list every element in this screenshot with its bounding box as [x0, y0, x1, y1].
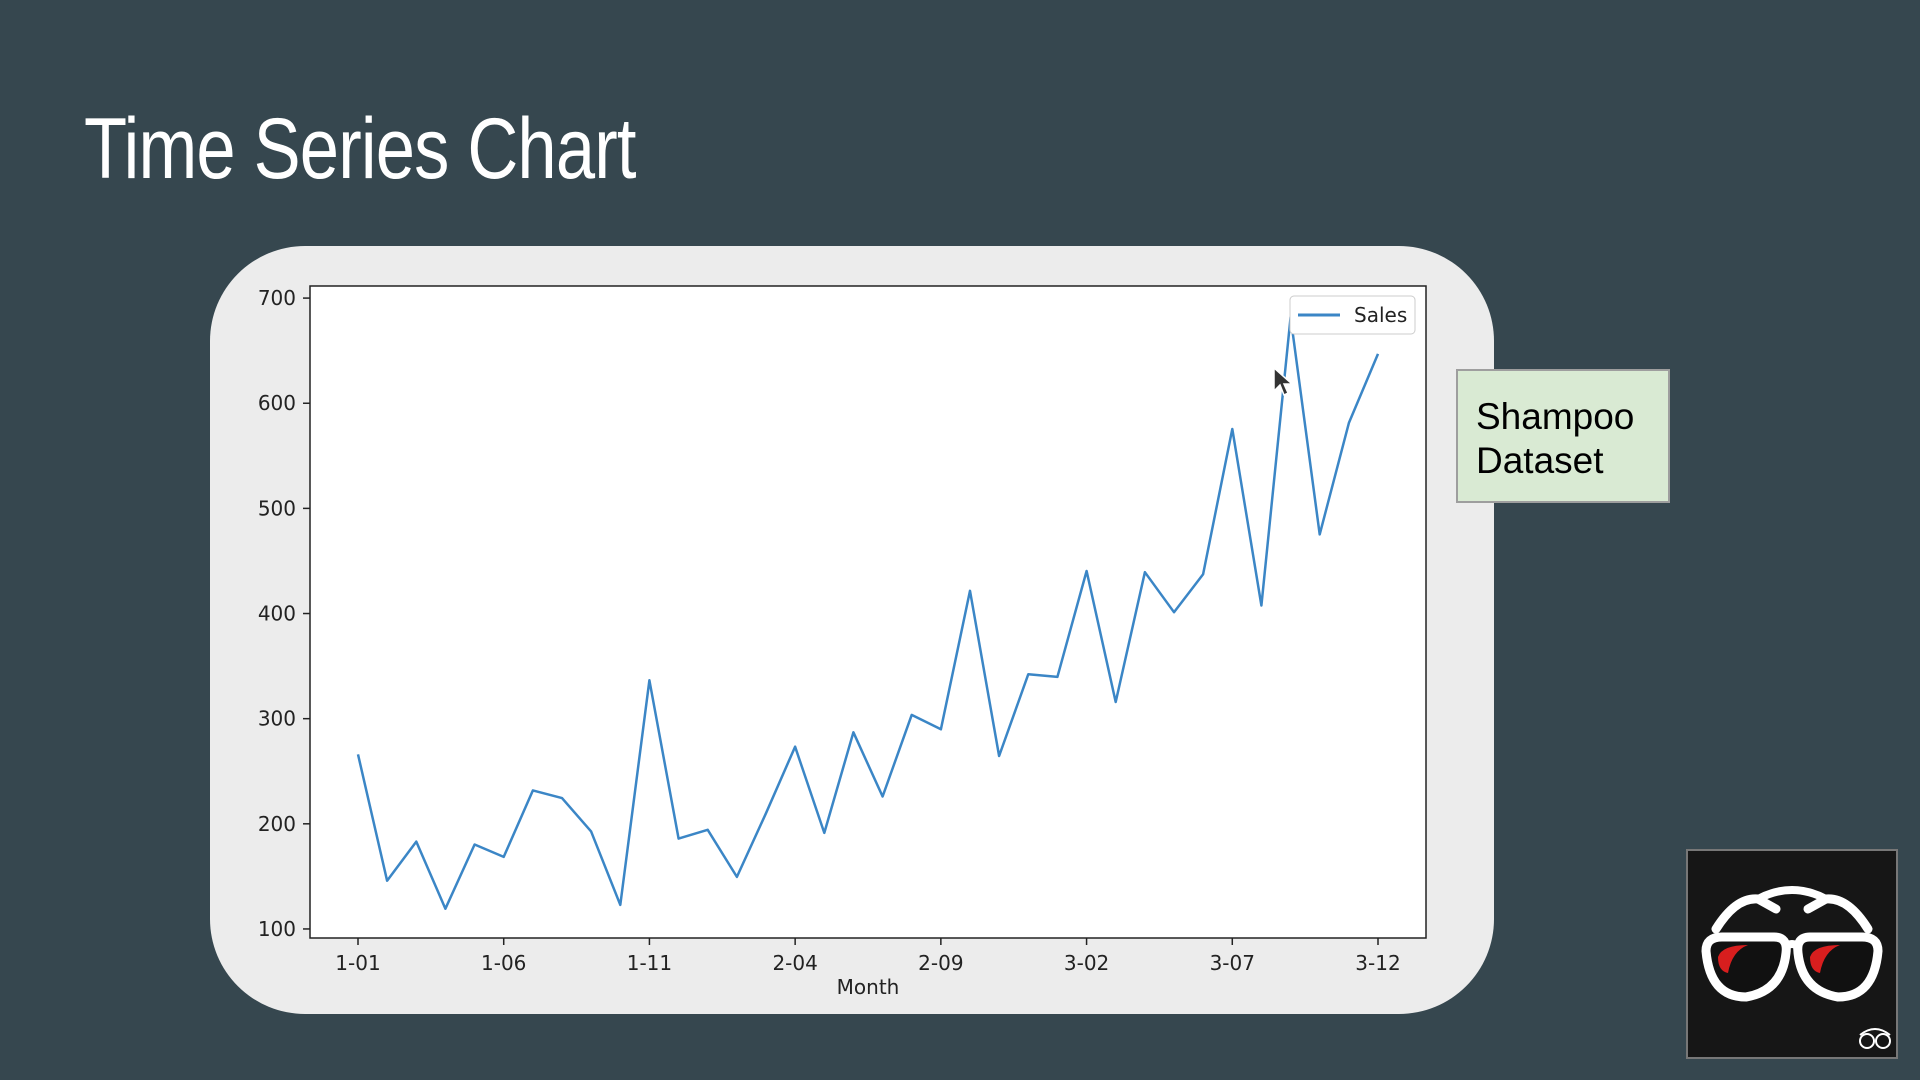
dataset-note-box: Shampoo Dataset — [1456, 369, 1670, 503]
y-tick-label: 700 — [258, 286, 296, 310]
y-tick-label: 100 — [258, 917, 296, 941]
note-line-2: Dataset — [1476, 440, 1604, 481]
x-axis-label: Month — [837, 975, 900, 999]
slide-title: Time Series Chart — [84, 101, 636, 197]
line-chart: 100 200 300 400 500 600 700 1-01 1-06 1-11 2-04 2-… — [258, 285, 1427, 999]
legend: Sales — [1289, 295, 1416, 335]
series-line-sales — [356, 315, 1380, 910]
x-tick-label: 3-12 — [1355, 951, 1400, 975]
y-axis: 100 200 300 400 500 600 700 — [258, 286, 310, 941]
plot-area — [309, 285, 1427, 939]
y-tick-label: 300 — [258, 707, 296, 731]
x-tick-label: 1-06 — [481, 951, 526, 975]
x-axis: 1-01 1-06 1-11 2-04 2-09 3-02 3-07 3-12 — [335, 938, 1401, 975]
x-tick-label: 1-11 — [627, 951, 672, 975]
small-glasses-icon — [1859, 1028, 1891, 1049]
glasses-logo-icon — [1701, 886, 1891, 1049]
y-tick-label: 500 — [258, 496, 296, 520]
y-tick-label: 400 — [258, 602, 296, 626]
y-tick-label: 600 — [258, 391, 296, 415]
note-line-1: Shampoo — [1476, 396, 1635, 437]
x-tick-label: 2-09 — [918, 951, 963, 975]
channel-logo — [1686, 849, 1898, 1059]
y-tick-label: 200 — [258, 812, 296, 836]
chart-card: 100 200 300 400 500 600 700 1-01 1-06 1-11 2-04 2-… — [210, 246, 1494, 1014]
legend-box — [1289, 295, 1416, 335]
mouse-cursor-icon — [1273, 367, 1293, 397]
x-tick-label: 2-04 — [772, 951, 817, 975]
x-tick-label: 3-02 — [1064, 951, 1109, 975]
x-tick-label: 3-07 — [1210, 951, 1255, 975]
legend-label-sales: Sales — [1354, 303, 1407, 327]
x-tick-label: 1-01 — [335, 951, 380, 975]
